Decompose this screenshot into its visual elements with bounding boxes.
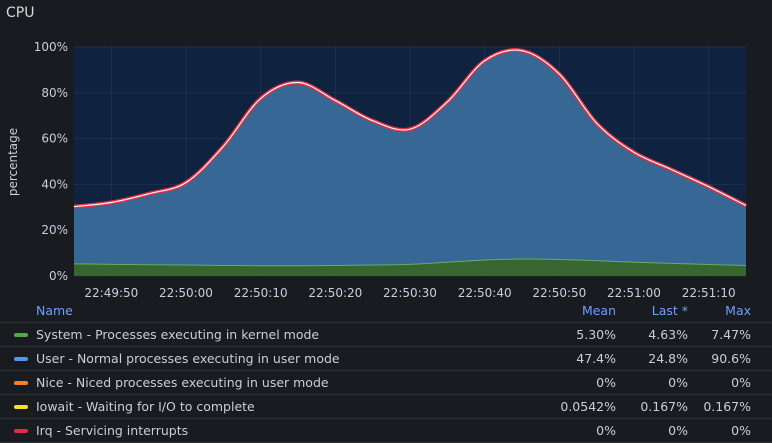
- legend-last-value: 24.8%: [648, 351, 688, 366]
- legend-max-value: 90.6%: [711, 351, 751, 366]
- legend-mean-value: 0%: [596, 423, 616, 438]
- legend-table: Name Mean Last * Max System - Processes …: [0, 298, 772, 443]
- series-color-swatch[interactable]: [14, 357, 28, 361]
- legend-last-value: 0%: [668, 375, 688, 390]
- legend-header-name[interactable]: Name: [36, 303, 73, 318]
- series-color-swatch[interactable]: [14, 333, 28, 337]
- x-tick-label: 22:51:10: [682, 286, 736, 300]
- legend-header-last[interactable]: Last *: [651, 303, 688, 318]
- legend-series-name[interactable]: Nice - Niced processes executing in user…: [36, 375, 329, 390]
- x-tick-label: 22:49:50: [84, 286, 138, 300]
- y-axis-ticks: 0% 20% 40% 60% 80% 100%: [34, 40, 68, 283]
- legend-max-value: 0%: [731, 375, 751, 390]
- x-tick-label: 22:50:00: [159, 286, 213, 300]
- y-tick-label: 80%: [41, 86, 68, 100]
- series-area: [74, 259, 746, 276]
- panel-title: CPU: [6, 5, 35, 21]
- legend-series-name[interactable]: Iowait - Waiting for I/O to complete: [36, 399, 255, 414]
- cpu-chart[interactable]: 0% 20% 40% 60% 80% 100% 22:49:50 22:50:00 22:50…: [0, 0, 772, 300]
- legend-series-name[interactable]: User - Normal processes executing in use…: [36, 351, 340, 366]
- legend-mean-value: 5.30%: [576, 327, 616, 342]
- series-color-swatch[interactable]: [14, 381, 28, 385]
- y-tick-label: 60%: [41, 132, 68, 146]
- legend-row[interactable]: System - Processes executing in kernel m…: [0, 323, 772, 347]
- series-color-swatch[interactable]: [14, 405, 28, 409]
- y-tick-label: 20%: [41, 223, 68, 237]
- x-tick-label: 22:51:00: [607, 286, 661, 300]
- legend-max-value: 0.167%: [703, 399, 751, 414]
- y-tick-label: 100%: [34, 40, 68, 54]
- legend-max-value: 7.47%: [711, 327, 751, 342]
- x-tick-label: 22:50:10: [234, 286, 288, 300]
- legend-row[interactable]: Iowait - Waiting for I/O to complete 0.05…: [0, 395, 772, 419]
- series-area: [74, 50, 746, 266]
- series-layer: [73, 48, 747, 276]
- x-tick-label: 22:50:40: [458, 286, 512, 300]
- series-color-swatch[interactable]: [14, 429, 28, 433]
- legend-mean-value: 0.0542%: [560, 399, 616, 414]
- legend-last-value: 0.167%: [640, 399, 688, 414]
- legend-series-name[interactable]: System - Processes executing in kernel m…: [36, 327, 320, 342]
- x-tick-label: 22:50:30: [383, 286, 437, 300]
- y-tick-label: 0%: [49, 269, 68, 283]
- y-axis-label: percentage: [6, 128, 20, 196]
- x-axis-ticks: 22:49:50 22:50:00 22:50:10 22:50:20 22:50:30…: [84, 286, 735, 300]
- legend-last-value: 4.63%: [648, 327, 688, 342]
- y-tick-label: 40%: [41, 177, 68, 191]
- legend-row[interactable]: Irq - Servicing interrupts 0% 0% 0%: [0, 419, 772, 443]
- legend-header: Name Mean Last * Max: [0, 298, 772, 323]
- x-tick-label: 22:50:20: [308, 286, 362, 300]
- series-line-highlight: [73, 49, 747, 208]
- legend-series-name[interactable]: Irq - Servicing interrupts: [36, 423, 189, 438]
- legend-row[interactable]: User - Normal processes executing in use…: [0, 347, 772, 371]
- legend-last-value: 0%: [668, 423, 688, 438]
- x-tick-label: 22:50:50: [532, 286, 586, 300]
- legend-mean-value: 47.4%: [576, 351, 616, 366]
- legend-header-max[interactable]: Max: [725, 303, 751, 318]
- legend-mean-value: 0%: [596, 375, 616, 390]
- legend-row[interactable]: Nice - Niced processes executing in user…: [0, 371, 772, 395]
- series-line: [73, 258, 747, 267]
- legend-max-value: 0%: [731, 423, 751, 438]
- legend-header-mean[interactable]: Mean: [581, 303, 616, 318]
